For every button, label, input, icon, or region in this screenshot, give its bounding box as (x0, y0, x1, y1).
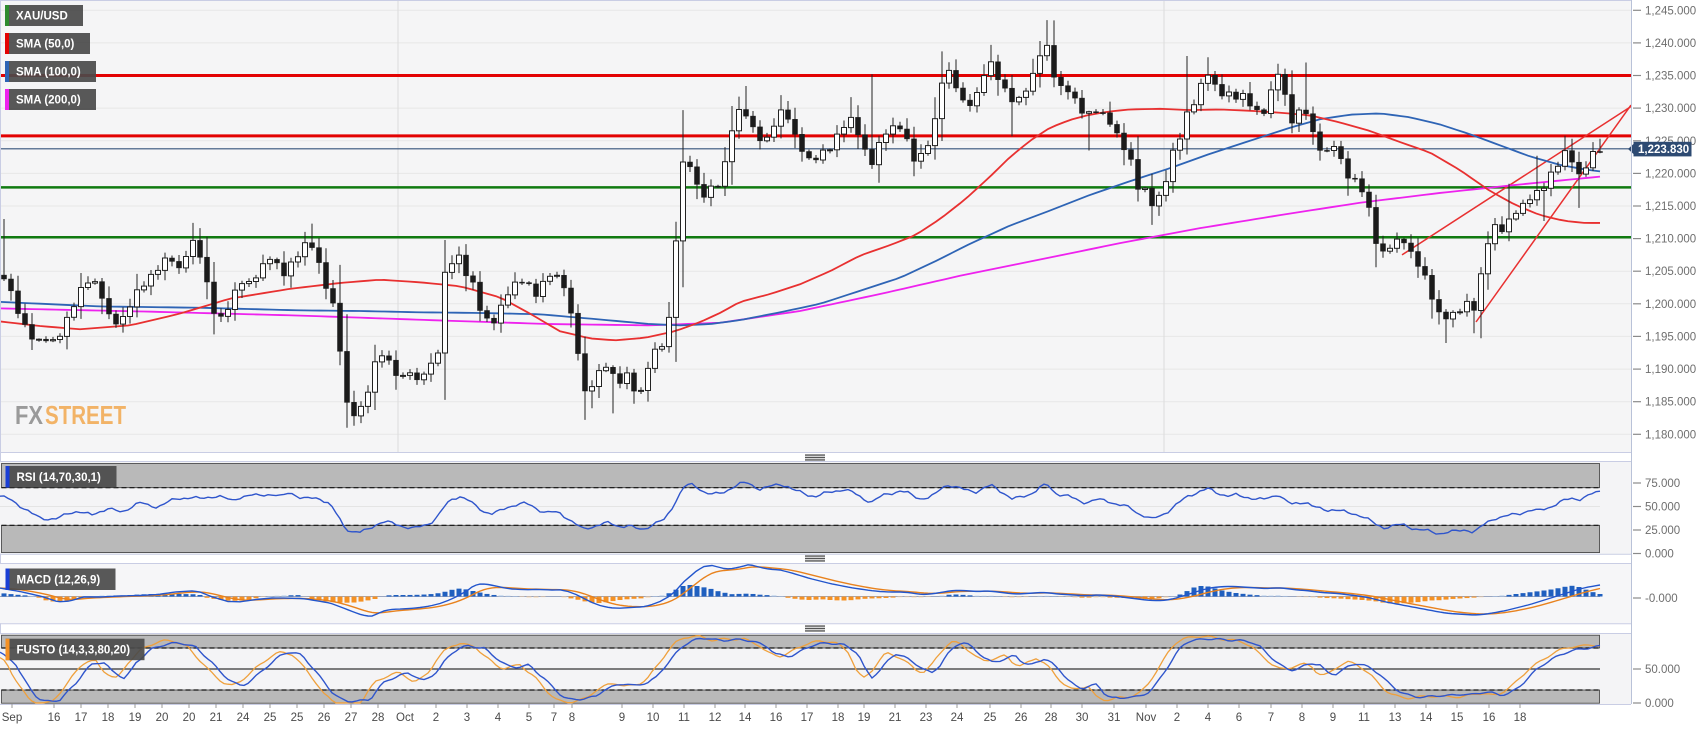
svg-text:FUSTO (14,3,3,80,20): FUSTO (14,3,3,80,20) (17, 645, 131, 657)
svg-text:4: 4 (495, 712, 502, 724)
svg-text:28: 28 (1045, 712, 1058, 724)
svg-text:1,180.000: 1,180.000 (1645, 429, 1696, 441)
svg-text:Sep: Sep (2, 712, 22, 724)
svg-text:7: 7 (1268, 712, 1274, 724)
svg-text:17: 17 (75, 712, 88, 724)
svg-text:1,220.000: 1,220.000 (1645, 168, 1696, 180)
svg-text:18: 18 (832, 712, 845, 724)
svg-text:20: 20 (156, 712, 169, 724)
svg-text:21: 21 (889, 712, 902, 724)
svg-text:31: 31 (1108, 712, 1121, 724)
svg-text:1,190.000: 1,190.000 (1645, 364, 1696, 376)
svg-text:18: 18 (102, 712, 115, 724)
svg-text:STREET: STREET (45, 400, 126, 430)
svg-text:1,245.000: 1,245.000 (1645, 5, 1696, 17)
svg-text:24: 24 (237, 712, 250, 724)
svg-text:0.000: 0.000 (1645, 698, 1674, 710)
svg-text:SMA (100,0): SMA (100,0) (16, 67, 81, 79)
svg-text:1,195.000: 1,195.000 (1645, 331, 1696, 343)
svg-text:25.000: 25.000 (1645, 525, 1680, 537)
svg-text:1,240.000: 1,240.000 (1645, 38, 1696, 50)
svg-text:7: 7 (551, 712, 557, 724)
svg-text:11: 11 (1358, 712, 1370, 724)
svg-text:Oct: Oct (396, 712, 415, 724)
svg-text:RSI (14,70,30,1): RSI (14,70,30,1) (17, 472, 102, 484)
svg-text:3: 3 (464, 712, 470, 724)
svg-text:11: 11 (678, 712, 690, 724)
svg-text:1,223.830: 1,223.830 (1638, 144, 1689, 156)
svg-text:1,200.000: 1,200.000 (1645, 299, 1696, 311)
svg-text:30: 30 (1076, 712, 1089, 724)
svg-text:19: 19 (858, 712, 871, 724)
svg-text:MACD (12,26,9): MACD (12,26,9) (17, 575, 101, 587)
svg-text:8: 8 (569, 712, 575, 724)
svg-text:5: 5 (526, 712, 532, 724)
svg-text:23: 23 (920, 712, 933, 724)
svg-text:FX: FX (15, 400, 44, 430)
svg-text:19: 19 (129, 712, 142, 724)
svg-text:50.000: 50.000 (1645, 502, 1680, 514)
svg-text:2: 2 (433, 712, 439, 724)
svg-text:Nov: Nov (1136, 712, 1157, 724)
svg-text:1,185.000: 1,185.000 (1645, 397, 1696, 409)
svg-text:1,205.000: 1,205.000 (1645, 266, 1696, 278)
svg-text:8: 8 (1299, 712, 1305, 724)
svg-text:25: 25 (984, 712, 997, 724)
svg-text:-0.000: -0.000 (1645, 593, 1678, 605)
svg-text:9: 9 (1330, 712, 1336, 724)
svg-text:75.000: 75.000 (1645, 478, 1680, 490)
svg-text:16: 16 (770, 712, 783, 724)
svg-text:26: 26 (1015, 712, 1028, 724)
svg-text:SMA (50,0): SMA (50,0) (16, 39, 75, 51)
svg-text:SMA (200,0): SMA (200,0) (16, 95, 81, 107)
svg-text:18: 18 (1514, 712, 1527, 724)
svg-text:1,215.000: 1,215.000 (1645, 201, 1696, 213)
svg-text:26: 26 (318, 712, 331, 724)
svg-text:6: 6 (1236, 712, 1242, 724)
svg-text:1,230.000: 1,230.000 (1645, 103, 1696, 115)
svg-text:10: 10 (647, 712, 660, 724)
svg-text:14: 14 (739, 712, 752, 724)
svg-text:15: 15 (1451, 712, 1464, 724)
svg-text:1,235.000: 1,235.000 (1645, 71, 1696, 83)
svg-text:2: 2 (1174, 712, 1180, 724)
svg-text:9: 9 (619, 712, 625, 724)
svg-text:21: 21 (210, 712, 223, 724)
svg-text:13: 13 (1389, 712, 1402, 724)
svg-text:16: 16 (1483, 712, 1496, 724)
svg-text:0.000: 0.000 (1645, 549, 1674, 561)
svg-text:25: 25 (291, 712, 304, 724)
svg-text:50.000: 50.000 (1645, 664, 1680, 676)
svg-text:20: 20 (183, 712, 196, 724)
svg-text:XAU/USD: XAU/USD (16, 11, 68, 23)
svg-text:1,210.000: 1,210.000 (1645, 234, 1696, 246)
svg-text:28: 28 (372, 712, 385, 724)
svg-text:25: 25 (264, 712, 277, 724)
svg-text:17: 17 (801, 712, 814, 724)
svg-text:16: 16 (48, 712, 61, 724)
svg-text:4: 4 (1205, 712, 1212, 724)
svg-text:24: 24 (951, 712, 964, 724)
svg-text:27: 27 (345, 712, 358, 724)
svg-text:12: 12 (709, 712, 722, 724)
svg-text:14: 14 (1420, 712, 1433, 724)
